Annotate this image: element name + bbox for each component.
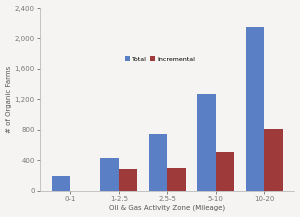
Bar: [167, 168, 186, 191]
Bar: [264, 129, 283, 191]
Bar: [246, 27, 264, 191]
Legend: Total, Incremental: Total, Incremental: [124, 56, 195, 62]
Bar: [119, 169, 137, 191]
Bar: [100, 158, 119, 191]
Bar: [216, 152, 234, 191]
Bar: [52, 176, 70, 191]
X-axis label: Oil & Gas Activity Zone (Mileage): Oil & Gas Activity Zone (Mileage): [109, 205, 225, 211]
Bar: [197, 94, 216, 191]
Y-axis label: # of Organic Farms: # of Organic Farms: [6, 66, 12, 133]
Bar: [149, 134, 167, 191]
